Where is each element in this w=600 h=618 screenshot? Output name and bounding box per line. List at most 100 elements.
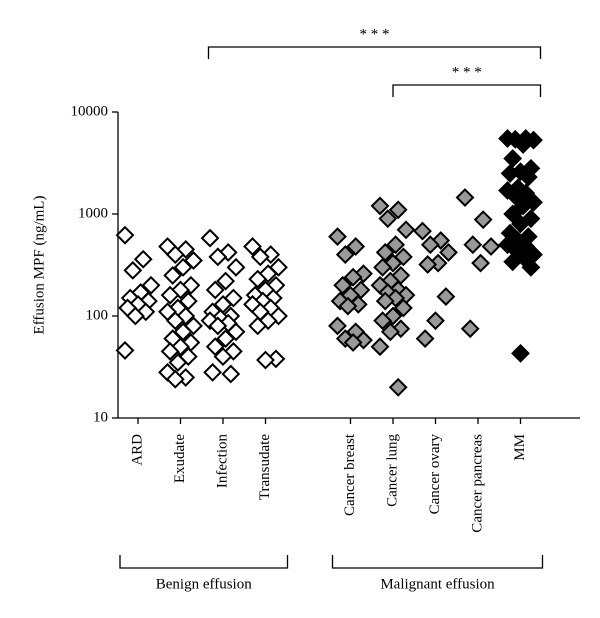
data-point [335, 245, 355, 265]
significance-label: * * * [452, 64, 482, 80]
data-point [223, 288, 243, 308]
data-point [378, 209, 398, 229]
data-point [203, 362, 223, 382]
data-point [473, 210, 493, 230]
data-point [460, 319, 480, 339]
data-point [439, 243, 458, 262]
data-point [503, 204, 523, 224]
y-tick-label: 10 [93, 409, 108, 425]
x-tick-label: MM [512, 434, 528, 461]
data-point [420, 235, 440, 255]
data-point [370, 337, 390, 357]
data-point [136, 302, 156, 322]
data-point [160, 341, 180, 361]
data-point [524, 130, 543, 150]
x-tick-label: Cancer lung [384, 434, 400, 507]
data-point [261, 245, 281, 265]
data-point [141, 275, 161, 295]
group-bracket [119, 555, 289, 569]
data-point [200, 228, 220, 248]
data-point [115, 225, 135, 245]
x-tick-label: Cancer breast [342, 433, 358, 516]
data-point [386, 288, 406, 308]
data-point [348, 294, 368, 314]
data-point [333, 275, 353, 295]
x-tick-label: Cancer ovary [427, 434, 443, 515]
data-point [521, 257, 541, 277]
data-point [513, 196, 533, 216]
data-point [505, 186, 525, 206]
data-point [221, 364, 241, 384]
data-point [471, 253, 491, 273]
data-point [426, 311, 445, 331]
data-point [125, 306, 145, 326]
data-point [328, 227, 347, 247]
data-point [248, 269, 268, 289]
data-point [436, 287, 456, 307]
data-point [168, 353, 188, 372]
data-point [413, 221, 432, 241]
data-point [391, 319, 411, 339]
data-point [354, 264, 373, 284]
data-point [343, 267, 363, 287]
data-point [205, 337, 225, 357]
data-point [165, 245, 185, 265]
data-point [208, 247, 228, 267]
data-point [386, 235, 406, 255]
y-tick-label: 100 [86, 307, 109, 323]
data-point [184, 316, 203, 336]
data-point [524, 192, 543, 212]
data-point [178, 347, 198, 367]
x-tick-label: Exudate [172, 434, 188, 483]
data-point [511, 343, 530, 363]
data-point [511, 214, 530, 234]
data-point [208, 316, 228, 336]
data-point [216, 271, 236, 291]
x-tick-label: Transudate [257, 434, 273, 500]
data-point [511, 162, 530, 182]
x-tick-label: ARD [129, 434, 145, 466]
data-point [163, 265, 183, 285]
data-point [258, 264, 278, 284]
data-point [373, 311, 393, 331]
y-tick-label: 10000 [71, 103, 109, 119]
significance-bracket [392, 84, 542, 97]
data-point [178, 291, 198, 311]
data-point [375, 291, 395, 311]
data-point [375, 243, 395, 262]
x-tick-label: Cancer pancreas [469, 434, 485, 533]
data-point [388, 200, 408, 220]
data-point [415, 329, 435, 349]
group-label: Benign effusion [156, 576, 252, 592]
significance-bracket [207, 46, 542, 59]
data-point [218, 243, 238, 262]
data-point [373, 257, 393, 277]
data-point [393, 298, 413, 318]
data-point [370, 196, 390, 216]
group-label: Malignant effusion [380, 576, 495, 592]
data-point [500, 163, 520, 183]
data-point [330, 291, 350, 311]
data-point [165, 311, 185, 331]
data-point [328, 316, 347, 336]
data-point [380, 322, 400, 342]
data-point [181, 275, 201, 295]
data-point [269, 257, 288, 277]
data-point [455, 188, 475, 207]
data-point [173, 257, 193, 277]
data-point [388, 377, 408, 397]
data-point [396, 220, 416, 240]
x-tick-label: Infection [214, 434, 230, 489]
data-point [243, 237, 262, 256]
y-tick-label: 1000 [78, 205, 108, 221]
data-point [383, 253, 403, 273]
significance-label: * * * [360, 26, 390, 42]
data-point [213, 347, 233, 367]
data-point [418, 255, 438, 274]
data-point [248, 316, 268, 336]
data-point [115, 340, 135, 360]
data-point [250, 247, 270, 267]
data-point [160, 285, 180, 305]
data-point [165, 369, 185, 389]
